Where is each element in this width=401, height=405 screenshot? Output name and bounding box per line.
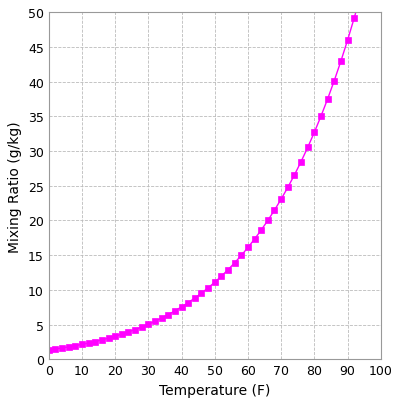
Y-axis label: Mixing Ratio (g/kg): Mixing Ratio (g/kg) <box>8 121 22 252</box>
X-axis label: Temperature (F): Temperature (F) <box>159 383 270 396</box>
